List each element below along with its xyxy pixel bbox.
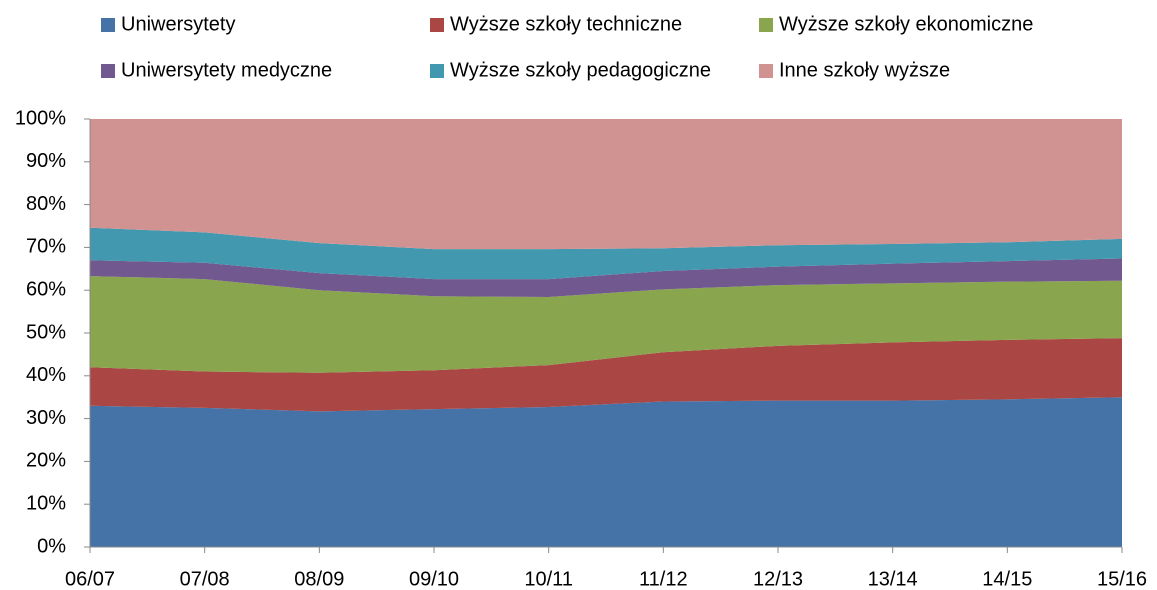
x-tick-label: 10/11 [524, 568, 573, 590]
x-tick-label: 07/08 [180, 568, 230, 590]
legend-swatch [759, 18, 773, 32]
y-tick-label: 50% [26, 321, 66, 343]
y-tick-label: 70% [26, 236, 66, 258]
x-tick-label: 14/15 [982, 568, 1032, 590]
area [90, 119, 1122, 250]
y-tick-label: 40% [26, 364, 66, 386]
y-tick-label: 10% [26, 492, 66, 514]
x-tick-label: 08/09 [294, 568, 344, 590]
x-tick-label: 06/07 [65, 568, 115, 590]
legend-swatch [759, 64, 773, 78]
legend-swatch [101, 64, 115, 78]
x-tick-label: 12/13 [753, 568, 803, 590]
area [90, 338, 1122, 412]
y-tick-label: 0% [37, 535, 66, 557]
x-tick-label: 13/14 [868, 568, 918, 590]
x-tick-label: 11/12 [639, 568, 688, 590]
legend-label: Wyższe szkoły techniczne [450, 13, 682, 35]
area [90, 276, 1122, 373]
area [90, 258, 1122, 298]
x-tick-label: 09/10 [409, 568, 459, 590]
y-tick-label: 20% [26, 450, 66, 472]
area [90, 397, 1122, 547]
legend-label: Wyższe szkoły pedagogiczne [450, 59, 711, 81]
legend-label: Uniwersytety medyczne [121, 59, 332, 81]
y-tick-label: 100% [15, 107, 66, 129]
legend-swatch [430, 64, 444, 78]
area [90, 227, 1122, 280]
legend-label: Inne szkoły wyższe [779, 59, 950, 81]
y-tick-label: 80% [26, 193, 66, 215]
legend-label: Uniwersytety [121, 13, 235, 35]
legend-label: Wyższe szkoły ekonomiczne [779, 13, 1033, 35]
y-tick-label: 90% [26, 150, 66, 172]
y-tick-label: 60% [26, 278, 66, 300]
x-tick-label: 15/16 [1097, 568, 1147, 590]
y-tick-label: 30% [26, 407, 66, 429]
legend-swatch [101, 18, 115, 32]
legend-swatch [430, 18, 444, 32]
